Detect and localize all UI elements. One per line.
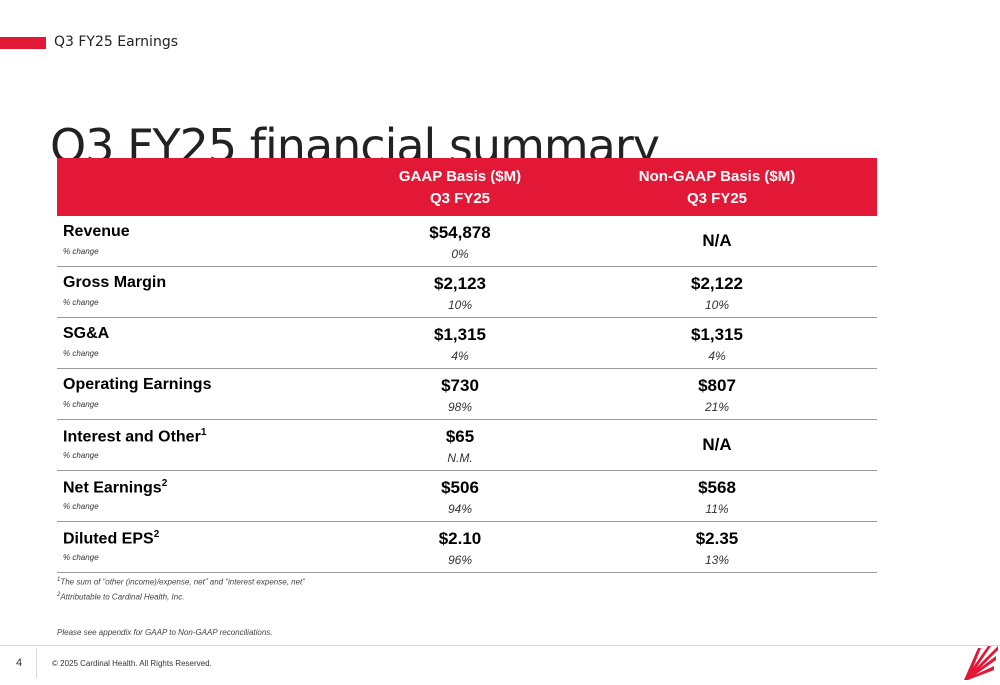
nongaap-percent-change: 4% bbox=[708, 349, 726, 363]
gaap-percent-change: 96% bbox=[447, 553, 473, 567]
row-label-text: Revenue bbox=[63, 223, 130, 240]
gaap-percent-change: 98% bbox=[447, 400, 473, 414]
row-label-text: Operating Earnings bbox=[63, 376, 212, 393]
row-label-text: Net Earnings bbox=[63, 479, 162, 497]
column-header-nongaap-period: Q3 FY25 bbox=[686, 190, 748, 207]
nongaap-value: N/A bbox=[702, 435, 732, 454]
gaap-cell: $506 94% bbox=[340, 471, 580, 516]
row-label: Revenue bbox=[63, 223, 130, 241]
nongaap-value: $568 bbox=[698, 478, 736, 497]
table-row: Net Earnings2 % change $506 94% $568 11% bbox=[57, 471, 877, 522]
cardinal-health-logo-icon bbox=[964, 646, 998, 680]
row-change-label: % change bbox=[63, 502, 99, 511]
footnote-1: 1The sum of “other (income)/expense, net… bbox=[57, 577, 305, 587]
gaap-value: $2,123 bbox=[434, 274, 486, 293]
table-body: Revenue % change $54,878 0% N/A Gross Margin%… bbox=[57, 216, 877, 573]
row-label: Gross Margin bbox=[63, 274, 166, 292]
column-header-gaap-period: Q3 FY25 bbox=[429, 190, 491, 207]
row-label-text: Gross Margin bbox=[63, 274, 167, 291]
nongaap-percent-change: 13% bbox=[704, 553, 730, 567]
nongaap-cell: $568 11% bbox=[597, 471, 837, 516]
gaap-cell: $2,123 10% bbox=[340, 267, 580, 312]
footnote-marker: 2 bbox=[153, 529, 160, 540]
appendix-note: Please see appendix for GAAP to Non-GAAP… bbox=[57, 628, 273, 637]
row-change-label: % change bbox=[63, 451, 99, 460]
gaap-percent-change: 94% bbox=[447, 502, 473, 516]
nongaap-value: $1,315 bbox=[691, 325, 743, 344]
nongaap-cell: $1,315 4% bbox=[597, 318, 837, 363]
nongaap-cell: $807 21% bbox=[597, 369, 837, 414]
gaap-cell: $2.10 96% bbox=[340, 522, 580, 567]
nongaap-value: $807 bbox=[698, 376, 736, 395]
gaap-cell: $1,315 4% bbox=[340, 318, 580, 363]
column-header-nongaap-title: Non-GAAP Basis ($M) bbox=[638, 168, 796, 185]
financial-summary-table: GAAP Basis ($M) Q3 FY25 Non-GAAP Basis (… bbox=[57, 158, 877, 573]
gaap-value: $65 bbox=[445, 427, 475, 446]
row-change-label: % change bbox=[63, 247, 99, 256]
nongaap-percent-change: 11% bbox=[705, 502, 729, 516]
table-row: Operating Earnings % change $730 98% $807 21% bbox=[57, 369, 877, 420]
nongaap-value: N/A bbox=[702, 231, 732, 250]
footer-separator bbox=[36, 648, 37, 678]
row-change-label: % change bbox=[63, 349, 99, 358]
footnote-1-text: The sum of “other (income)/expense, net”… bbox=[60, 577, 305, 587]
row-label-text: SG&A bbox=[63, 325, 110, 342]
row-change-label: % change bbox=[63, 400, 99, 409]
section-tag: Q3 FY25 Earnings bbox=[54, 34, 178, 50]
gaap-percent-change: 10% bbox=[447, 298, 473, 312]
footnote-2-marker: 2 bbox=[57, 592, 61, 598]
section-tag-bar bbox=[0, 37, 46, 49]
table-row: Revenue % change $54,878 0% N/A bbox=[57, 216, 877, 267]
gaap-value: $54,878 bbox=[429, 223, 491, 242]
footnote-2-text: Attributable to Cardinal Health, Inc. bbox=[60, 592, 185, 602]
column-header-nongaap: Non-GAAP Basis ($M) Q3 FY25 bbox=[597, 166, 837, 210]
gaap-value: $2.10 bbox=[438, 529, 482, 548]
row-label: SG&A bbox=[63, 325, 109, 343]
footnote-2: 2Attributable to Cardinal Health, Inc. bbox=[57, 592, 184, 602]
footnote-marker: 2 bbox=[161, 478, 168, 489]
nongaap-value: $2,122 bbox=[691, 274, 743, 293]
nongaap-cell: $2,122 10% bbox=[597, 267, 837, 312]
gaap-value: $1,315 bbox=[434, 325, 486, 344]
row-label-text: Interest and Other bbox=[63, 428, 201, 446]
column-header-gaap: GAAP Basis ($M) Q3 FY25 bbox=[340, 166, 580, 210]
nongaap-value: $2.35 bbox=[695, 529, 739, 548]
table-row: SG&A % change $1,315 4% $1,315 4% bbox=[57, 318, 877, 369]
gaap-percent-change: 0% bbox=[451, 247, 469, 261]
gaap-value: $506 bbox=[441, 478, 479, 497]
table-row: Gross Margin % change $2,123 10% $2,122 10% bbox=[57, 267, 877, 318]
row-change-label: % change bbox=[63, 298, 99, 307]
table-row: Diluted EPS2 % change $2.10 96% $2.35 13% bbox=[57, 522, 877, 573]
nongaap-cell: N/A bbox=[597, 216, 837, 251]
row-label: Interest and Other1 bbox=[63, 427, 206, 446]
row-label-text: Diluted EPS bbox=[63, 530, 154, 548]
copyright-text: © 2025 Cardinal Health. All Rights Reser… bbox=[52, 659, 212, 668]
footnote-marker: 1 bbox=[200, 427, 207, 438]
row-label: Diluted EPS2 bbox=[63, 529, 159, 548]
table-header: GAAP Basis ($M) Q3 FY25 Non-GAAP Basis (… bbox=[57, 158, 877, 216]
footnote-1-marker: 1 bbox=[57, 577, 61, 583]
row-label: Operating Earnings bbox=[63, 376, 211, 394]
nongaap-percent-change: 21% bbox=[704, 400, 730, 414]
row-change-label: % change bbox=[63, 553, 99, 562]
nongaap-cell: $2.35 13% bbox=[597, 522, 837, 567]
gaap-cell: $65 N.M. bbox=[340, 420, 580, 465]
page-number: 4 bbox=[16, 657, 23, 669]
table-row: Interest and Other1 % change $65 N.M. N/A bbox=[57, 420, 877, 471]
column-header-gaap-title: GAAP Basis ($M) bbox=[398, 168, 522, 185]
nongaap-percent-change: 10% bbox=[704, 298, 730, 312]
footer-divider bbox=[0, 645, 1000, 646]
gaap-percent-change: N.M. bbox=[447, 451, 473, 465]
gaap-cell: $730 98% bbox=[340, 369, 580, 414]
nongaap-cell: N/A bbox=[597, 420, 837, 455]
gaap-percent-change: 4% bbox=[451, 349, 469, 363]
gaap-value: $730 bbox=[441, 376, 479, 395]
gaap-cell: $54,878 0% bbox=[340, 216, 580, 261]
row-label: Net Earnings2 bbox=[63, 478, 167, 497]
